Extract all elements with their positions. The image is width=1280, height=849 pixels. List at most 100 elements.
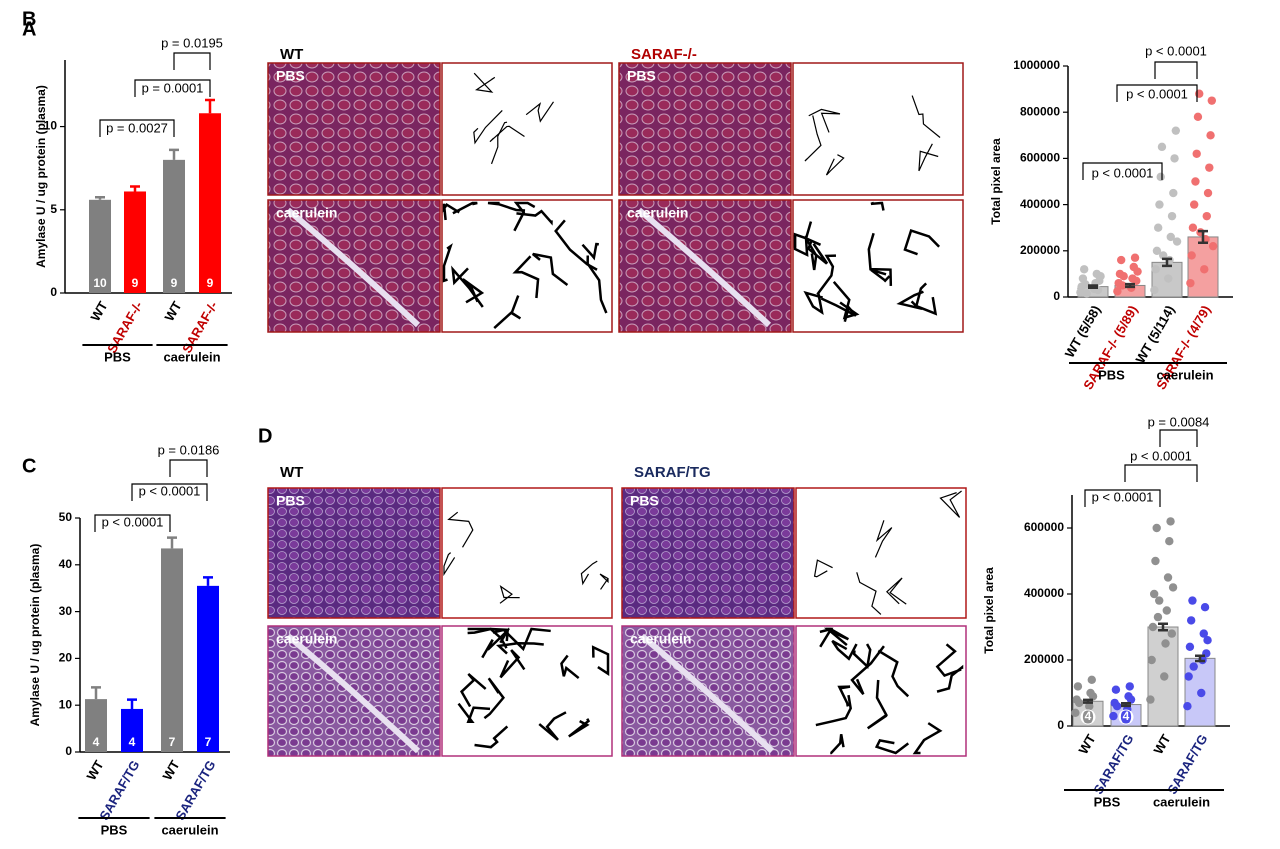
threshold-vessel bbox=[452, 201, 478, 215]
significance-bracket bbox=[169, 459, 208, 477]
threshold-vessel bbox=[442, 243, 453, 283]
data-point bbox=[1074, 698, 1084, 708]
data-point bbox=[1167, 211, 1177, 221]
n-label: 9 bbox=[132, 276, 139, 290]
group-label: caerulein bbox=[1156, 367, 1213, 382]
threshold-vessel bbox=[473, 109, 503, 145]
data-point bbox=[1168, 583, 1178, 592]
bar bbox=[161, 548, 183, 752]
significance-bracket bbox=[173, 52, 211, 70]
bar bbox=[121, 708, 143, 752]
group-label: PBS bbox=[104, 349, 131, 364]
threshold-vessel bbox=[830, 734, 845, 755]
histology-image bbox=[267, 62, 441, 196]
data-point bbox=[1087, 675, 1096, 684]
row-label: caerulein bbox=[276, 205, 337, 221]
error-bar bbox=[130, 185, 140, 192]
data-point bbox=[1150, 285, 1159, 295]
threshold-vessel bbox=[599, 573, 609, 590]
data-point bbox=[1169, 188, 1178, 198]
threshold-vessel bbox=[939, 490, 962, 518]
y-tick-label: 5 bbox=[50, 202, 57, 216]
data-point bbox=[1155, 596, 1164, 605]
group-label: PBS bbox=[1098, 367, 1125, 382]
threshold-vessel bbox=[874, 520, 893, 558]
y-tick-label: 10 bbox=[59, 697, 73, 711]
significance-bracket bbox=[94, 514, 171, 532]
threshold-vessel bbox=[467, 627, 510, 644]
threshold-vessel bbox=[813, 559, 833, 578]
threshold-vessel bbox=[831, 639, 858, 661]
p-value: p < 0.0001 bbox=[1130, 448, 1192, 463]
data-point bbox=[1166, 517, 1175, 526]
data-point bbox=[1085, 702, 1094, 711]
threshold-image bbox=[441, 199, 613, 333]
error-bar bbox=[205, 98, 215, 114]
p-value: p < 0.0001 bbox=[102, 514, 164, 529]
threshold-vessel bbox=[793, 232, 822, 248]
group-label: SARAF-/- bbox=[631, 46, 697, 63]
category-label: WT bbox=[161, 299, 184, 324]
data-point bbox=[1166, 232, 1175, 242]
data-point bbox=[1199, 629, 1208, 638]
y-tick-label: 400000 bbox=[1020, 197, 1060, 211]
data-point bbox=[1153, 612, 1163, 622]
threshold-vessel bbox=[856, 572, 882, 615]
vessel bbox=[286, 207, 421, 328]
n-label: (4) bbox=[1119, 709, 1134, 723]
threshold-vessel bbox=[516, 209, 553, 226]
threshold-vessel bbox=[850, 645, 885, 695]
data-point bbox=[1088, 692, 1098, 701]
row-label: caerulein bbox=[627, 205, 688, 221]
threshold-vessel bbox=[819, 627, 849, 641]
threshold-vessel bbox=[806, 241, 829, 265]
p-value: p = 0.0195 bbox=[161, 35, 223, 50]
y-tick-label: 30 bbox=[59, 604, 73, 618]
group-label: SARAF/TG bbox=[634, 464, 711, 481]
error-bar bbox=[1198, 229, 1208, 244]
threshold-vessel bbox=[815, 694, 852, 727]
threshold-vessel bbox=[581, 242, 599, 261]
data-point bbox=[1203, 188, 1213, 198]
group-label: caerulein bbox=[163, 349, 220, 364]
data-point bbox=[1208, 241, 1218, 251]
row-label: caerulein bbox=[630, 631, 691, 647]
threshold-vessel bbox=[816, 254, 837, 296]
p-value: p = 0.0186 bbox=[158, 442, 220, 457]
data-point bbox=[1109, 711, 1118, 721]
data-point bbox=[1197, 688, 1206, 698]
data-point bbox=[1111, 685, 1121, 694]
data-point bbox=[1125, 682, 1134, 691]
threshold-vessel bbox=[496, 642, 544, 655]
y-axis-label: Amylase U / ug protein (plasma) bbox=[28, 544, 42, 727]
error-bar bbox=[1162, 257, 1172, 268]
error-bar bbox=[1125, 282, 1135, 289]
data-point bbox=[1161, 639, 1170, 648]
data-point bbox=[1130, 253, 1140, 262]
error-bar bbox=[127, 698, 137, 709]
data-point bbox=[1164, 274, 1173, 283]
group-label: PBS bbox=[1094, 794, 1121, 809]
histology-image bbox=[618, 62, 792, 196]
n-label: 9 bbox=[207, 276, 214, 290]
p-value: p < 0.0001 bbox=[139, 483, 201, 498]
error-bar bbox=[169, 148, 179, 160]
threshold-vessel bbox=[538, 711, 567, 741]
data-point bbox=[1133, 267, 1142, 276]
bar bbox=[163, 159, 185, 293]
data-point bbox=[1205, 163, 1214, 172]
threshold-vessel bbox=[483, 677, 505, 720]
threshold-vessel bbox=[886, 577, 907, 605]
n-label: 9 bbox=[171, 276, 178, 290]
histology-image bbox=[267, 487, 441, 619]
data-point bbox=[1195, 89, 1204, 98]
data-point bbox=[1185, 642, 1195, 651]
y-tick-label: 20 bbox=[59, 651, 73, 665]
data-point bbox=[1113, 287, 1122, 296]
panel-letter: A bbox=[22, 18, 36, 40]
y-tick-label: 400000 bbox=[1024, 586, 1064, 600]
data-point bbox=[1200, 265, 1209, 274]
threshold-vessel bbox=[804, 115, 822, 162]
threshold-vessel bbox=[591, 645, 610, 676]
threshold-vessel bbox=[914, 282, 938, 316]
